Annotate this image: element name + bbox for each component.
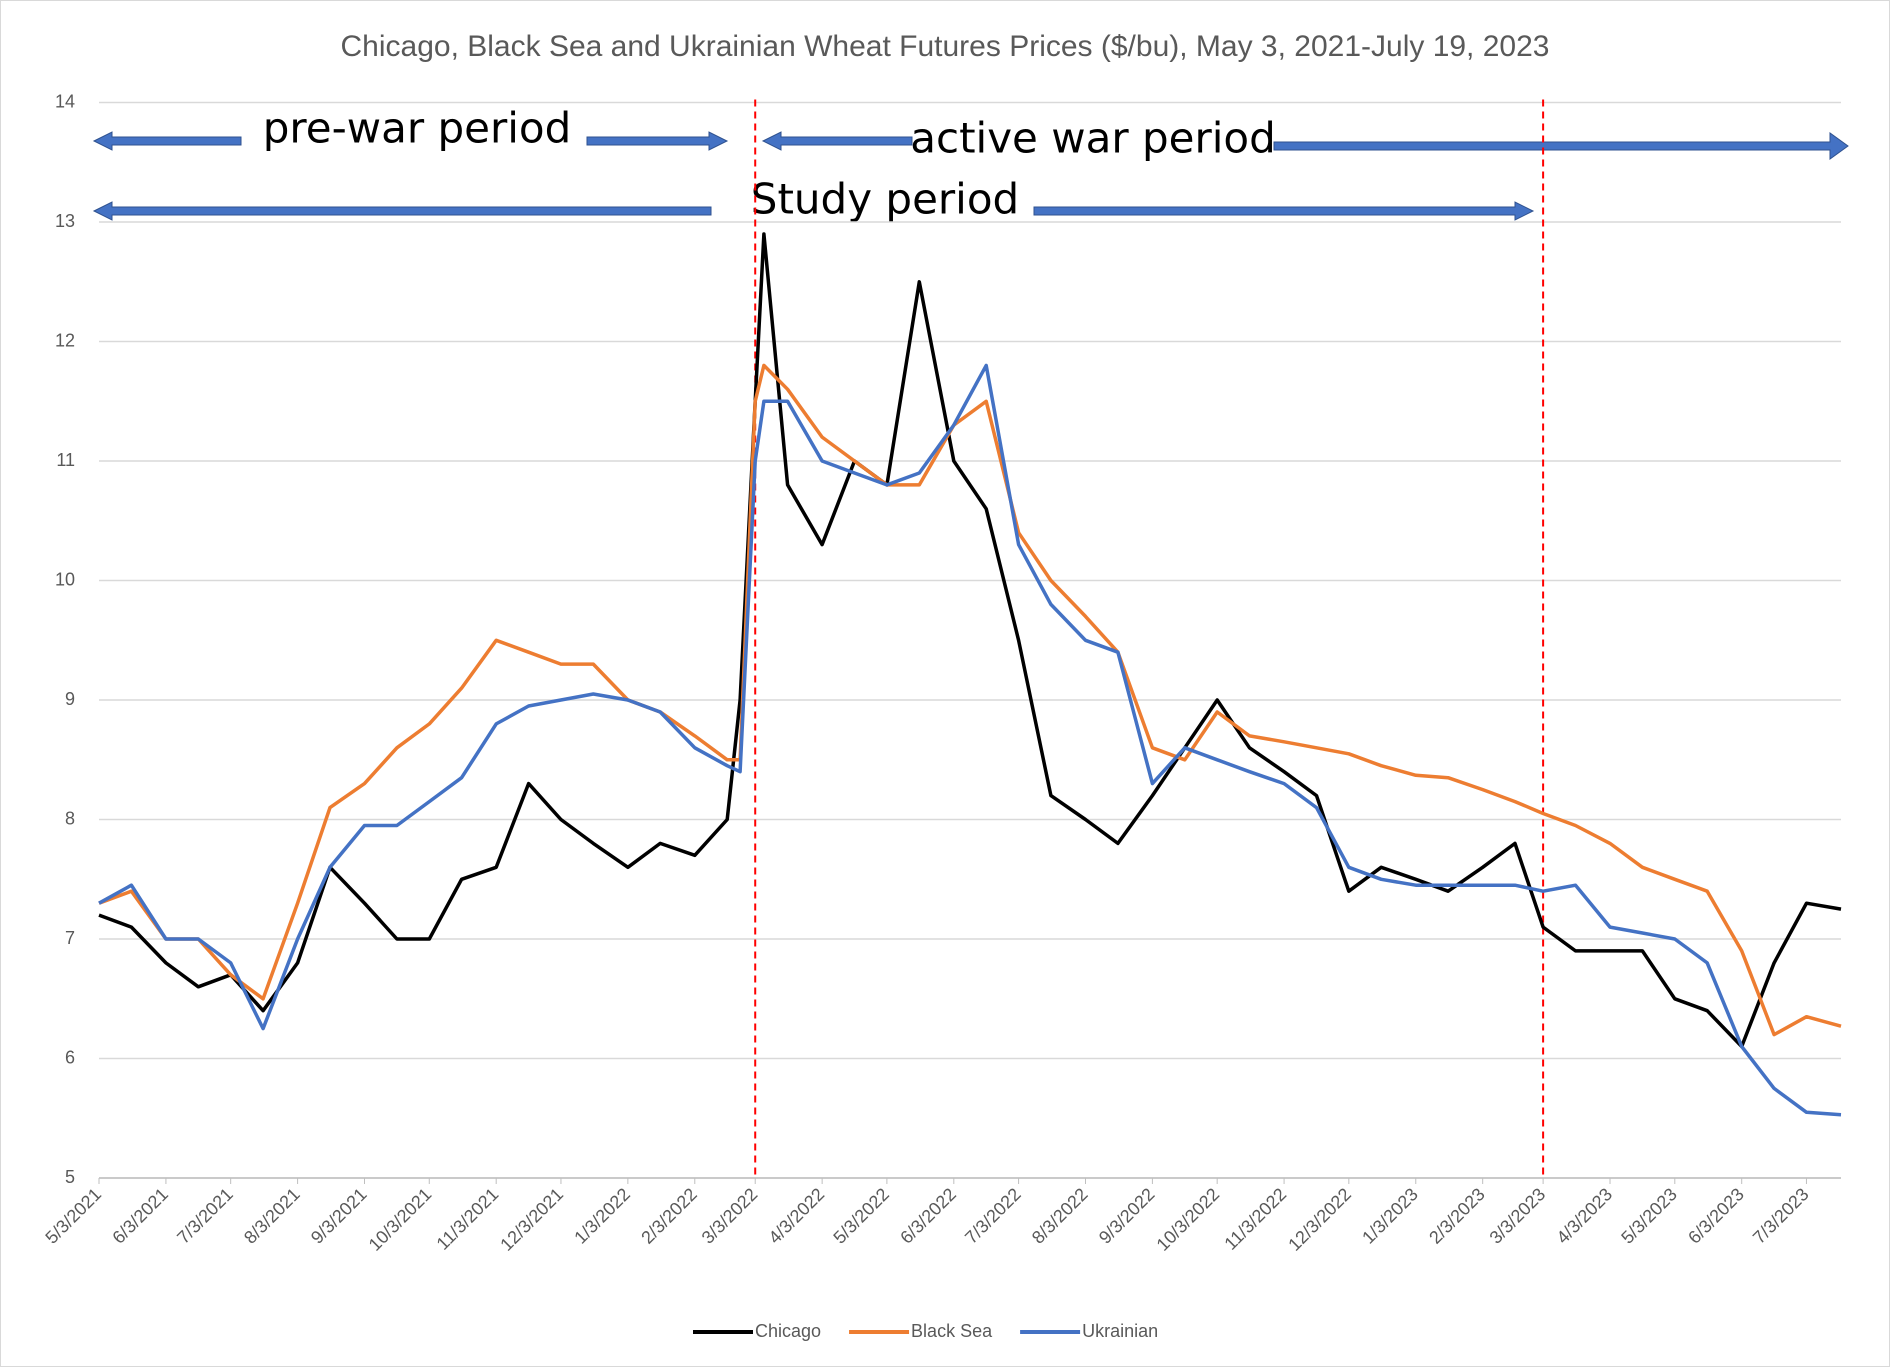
- arrow: [761, 131, 913, 151]
- annotation: Study period: [751, 175, 1019, 224]
- series-line: [98, 363, 1842, 1037]
- legend-label: Chicago: [755, 1321, 821, 1341]
- annotation-arrows: [92, 131, 1849, 221]
- legend-label: Black Sea: [911, 1321, 993, 1341]
- arrow: [92, 131, 242, 151]
- legend-label: Ukrainian: [1082, 1321, 1158, 1341]
- y-tick-label: 13: [55, 211, 75, 231]
- arrow: [1273, 132, 1849, 160]
- arrow: [92, 201, 712, 221]
- chart-title: Chicago, Black Sea and Ukrainian Wheat F…: [341, 30, 1550, 63]
- y-tick-label: 12: [55, 330, 75, 350]
- y-tick-label: 6: [65, 1047, 75, 1067]
- y-tick-label: 14: [55, 91, 75, 111]
- y-tick-label: 5: [65, 1167, 75, 1187]
- y-tick-label: 10: [55, 569, 75, 589]
- annotation: pre-war period: [263, 104, 572, 153]
- y-tick-label: 8: [65, 808, 75, 828]
- y-tick-label: 7: [65, 928, 75, 948]
- y-tick-label: 9: [65, 689, 75, 709]
- series-line: [98, 232, 1842, 1049]
- series-line: [98, 363, 1842, 1117]
- y-tick-label: 11: [56, 450, 75, 470]
- annotation: active war period: [910, 114, 1276, 163]
- arrow: [586, 131, 729, 151]
- arrow: [1033, 201, 1535, 221]
